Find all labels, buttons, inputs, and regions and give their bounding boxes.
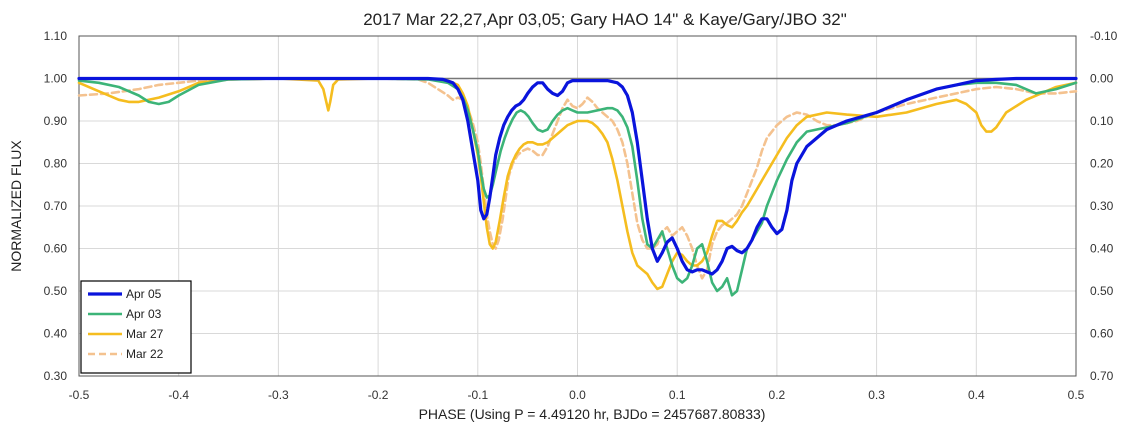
x-tick-label: 0.2 [769,388,786,402]
y2-tick-label: 0.60 [1090,327,1114,341]
series-line-apr-03 [77,77,1078,297]
x-tick-label: -0.2 [368,388,389,402]
tick-labels: -0.5 -0.4 -0.3 -0.2 -0.1 0.0 0.1 0.2 0.3 0.4 0.5 1.… [44,29,1118,402]
y2-tick-label: -0.10 [1090,29,1118,43]
y2-tick-label: 0.50 [1090,284,1114,298]
y2-tick-label: 0.10 [1090,114,1114,128]
series-line-apr-05 [77,76,1078,276]
x-tick-label: -0.5 [69,388,90,402]
legend-label: Mar 27 [126,327,164,341]
y-tick-label: 0.30 [44,369,68,383]
y-tick-label: 0.80 [44,157,68,171]
x-tick-label: -0.1 [467,388,488,402]
chart-title: 2017 Mar 22,27,Apr 03,05; Gary HAO 14" &… [363,10,847,29]
legend-box [80,280,192,374]
x-tick-label: 0.3 [868,388,885,402]
y2-tick-label: 0.70 [1090,369,1114,383]
legend: Apr 05 Apr 03 Mar 27 Mar 22 [80,280,192,374]
y-tick-label: 0.70 [44,199,68,213]
x-tick-label: -0.4 [168,388,189,402]
series-layer [77,76,1078,297]
y2-tick-label: 0.40 [1090,242,1114,256]
y-tick-label: 0.50 [44,284,68,298]
y-tick-label: 0.90 [44,114,68,128]
y2-tick-label: 0.00 [1090,72,1114,86]
y-axis-title: NORMALIZED FLUX [8,140,24,272]
gridlines [78,35,1077,377]
x-tick-label: 0.5 [1068,388,1085,402]
y2-tick-label: 0.30 [1090,199,1114,213]
y-tick-label: 0.60 [44,242,68,256]
legend-label: Mar 22 [126,347,164,361]
x-tick-label: 0.0 [569,388,586,402]
y-tick-label: 1.10 [44,29,68,43]
legend-label: Apr 05 [126,287,162,301]
x-axis-title: PHASE (Using P = 4.49120 hr, BJDo = 2457… [419,406,766,422]
x-tick-label: 0.1 [669,388,686,402]
x-tick-label: -0.3 [268,388,289,402]
plot-area-frame [78,35,1077,377]
x-tick-label: 0.4 [968,388,985,402]
y-tick-label: 1.00 [44,72,68,86]
legend-label: Apr 03 [126,307,162,321]
y2-tick-label: 0.20 [1090,157,1114,171]
y-tick-label: 0.40 [44,327,68,341]
